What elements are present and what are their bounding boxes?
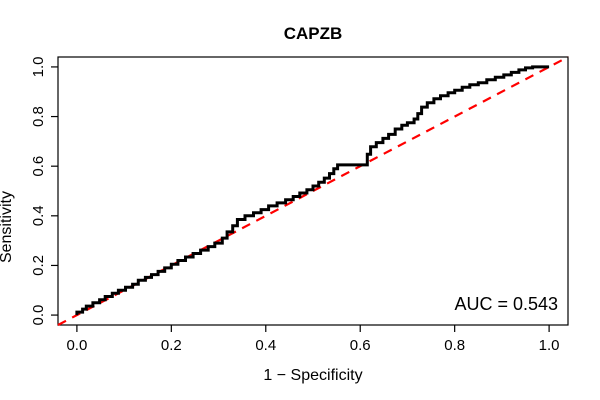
x-tick-label: 0.4 [255, 337, 276, 354]
x-tick-label: 1.0 [539, 337, 560, 354]
y-tick-label: 0.4 [30, 205, 47, 226]
y-tick-label: 0.8 [30, 106, 47, 127]
x-tick-label: 0.8 [444, 337, 465, 354]
y-axis-ticks [51, 66, 58, 316]
x-axis-tick-labels: 0.0 0.2 0.4 0.6 0.8 1.0 [66, 337, 559, 354]
plot-border [57, 56, 569, 326]
y-tick-label: 0.2 [30, 255, 47, 276]
y-axis-tick-labels: 0.0 0.2 0.4 0.6 0.8 1.0 [30, 56, 47, 325]
chart-title: CAPZB [283, 24, 343, 43]
y-tick-label: 0.0 [30, 305, 47, 326]
y-tick-label: 1.0 [30, 56, 47, 77]
x-axis-label: 1 − Specificity [263, 367, 363, 384]
x-tick-label: 0.6 [350, 337, 371, 354]
y-axis-label-text: Sensitivity [0, 191, 15, 264]
x-tick-label: 0.2 [161, 337, 182, 354]
auc-annotation: AUC = 0.543 [454, 294, 558, 314]
x-tick-label: 0.0 [66, 337, 87, 354]
y-tick-label: 0.6 [30, 156, 47, 177]
roc-curve [75, 65, 550, 316]
x-axis-ticks [76, 325, 550, 332]
